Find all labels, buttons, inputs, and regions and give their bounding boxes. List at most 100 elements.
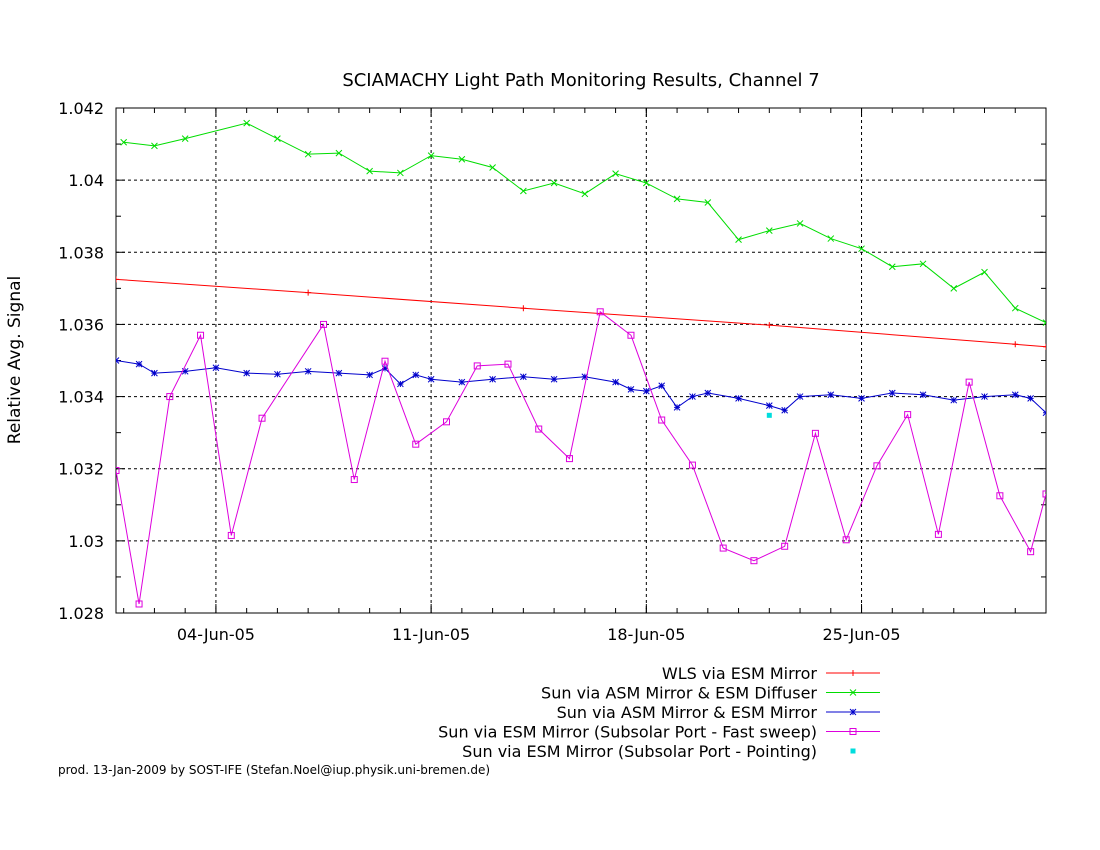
data-point	[550, 375, 558, 383]
data-point	[766, 412, 772, 418]
data-point	[135, 360, 143, 368]
data-point	[458, 155, 466, 163]
data-point	[166, 393, 174, 401]
data-point	[1011, 304, 1019, 312]
data-point	[397, 380, 404, 388]
data-point	[1043, 343, 1046, 350]
data-point	[750, 557, 758, 565]
legend: WLS via ESM Mirror Sun via ASM Mirror & E…	[438, 664, 880, 761]
data-point	[612, 170, 619, 178]
data-point	[642, 179, 650, 187]
plot-border	[115, 107, 1047, 614]
data-point	[996, 492, 1004, 500]
data-point	[704, 389, 712, 397]
y-tick-label: 1.04	[68, 171, 104, 190]
data-point	[581, 373, 589, 381]
data-point	[243, 119, 251, 127]
data-point	[504, 360, 512, 368]
data-point	[689, 393, 696, 400]
data-point	[565, 455, 573, 463]
data-point	[842, 536, 850, 544]
y-tick-label: 1.034	[58, 388, 104, 407]
data-point	[181, 135, 189, 143]
series-line	[116, 310, 1046, 605]
data-point	[827, 235, 835, 242]
data-point	[919, 260, 927, 268]
y-axis-ticks: 1.028 1.03 1.032 1.034 1.036 1.038 1.04 1.042	[58, 99, 1046, 623]
data-point	[688, 461, 696, 469]
x-axis-ticks: 04-Jun-05 11-Jun-05 18-Jun-05 25-Jun-05	[123, 108, 1047, 644]
legend-label: Sun via ASM Mirror & ESM Mirror	[557, 703, 818, 722]
data-point	[366, 371, 373, 379]
legend-swatch-marker	[849, 708, 857, 716]
data-point	[781, 406, 789, 414]
data-point	[116, 357, 120, 364]
legend-label: WLS via ESM Mirror	[662, 664, 818, 683]
data-point	[1012, 341, 1019, 348]
data-point	[366, 167, 373, 175]
data-point	[520, 187, 527, 195]
data-point	[520, 373, 527, 381]
data-point	[1042, 409, 1046, 417]
data-point	[642, 387, 650, 395]
y-axis-label: Relative Avg. Signal	[5, 276, 25, 444]
data-point	[116, 276, 119, 283]
x-tick-label: 25-Jun-05	[822, 625, 900, 644]
data-point	[673, 404, 681, 411]
data-point	[151, 369, 158, 377]
data-point	[904, 411, 912, 419]
x-tick-label: 18-Jun-05	[607, 625, 685, 644]
series-line	[116, 278, 1046, 348]
series-2	[116, 357, 1046, 417]
data-point	[427, 375, 435, 383]
data-point	[888, 389, 896, 397]
data-point	[120, 138, 128, 146]
legend-swatch-marker	[850, 670, 856, 676]
y-tick-label: 1.03	[68, 532, 104, 551]
data-point	[197, 331, 205, 339]
y-tick-label: 1.032	[58, 460, 104, 479]
series-1	[120, 119, 1046, 326]
data-point	[934, 530, 942, 538]
legend-swatch-marker	[850, 748, 856, 754]
data-point	[1042, 490, 1046, 498]
y-tick-label: 1.038	[58, 243, 104, 262]
data-point	[581, 190, 589, 198]
data-point	[135, 600, 143, 608]
data-point	[181, 367, 189, 375]
plot-series	[116, 119, 1046, 608]
data-point	[489, 375, 496, 383]
data-point	[658, 382, 666, 390]
series-3	[116, 308, 1046, 608]
data-point	[627, 386, 635, 393]
series-0	[116, 276, 1046, 350]
data-point	[612, 378, 619, 386]
data-point	[458, 378, 466, 386]
data-point	[381, 365, 389, 372]
data-point	[1011, 391, 1019, 399]
data-point	[796, 220, 804, 227]
data-point	[350, 476, 358, 484]
data-point	[658, 416, 666, 424]
data-point	[888, 263, 896, 271]
data-point	[116, 467, 120, 475]
data-point	[227, 531, 235, 539]
data-point	[381, 357, 389, 365]
legend-swatch-marker	[849, 689, 857, 696]
data-point	[258, 414, 266, 422]
data-point	[950, 396, 958, 404]
y-tick-label: 1.036	[58, 315, 104, 334]
y-tick-label: 1.042	[58, 99, 104, 118]
data-point	[151, 142, 158, 150]
data-point	[827, 391, 835, 399]
data-point	[796, 393, 804, 400]
data-point	[719, 544, 727, 552]
plot-area	[116, 119, 1046, 608]
data-point	[1027, 548, 1035, 556]
data-point	[427, 152, 435, 159]
footer-note: prod. 13-Jan-2009 by SOST-IFE (Stefan.No…	[58, 763, 491, 777]
data-point	[473, 362, 481, 370]
data-point	[304, 367, 312, 375]
data-point	[596, 308, 604, 316]
data-point	[673, 195, 681, 203]
